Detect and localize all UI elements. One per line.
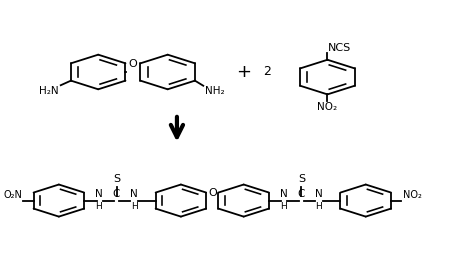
Text: N: N — [315, 189, 323, 199]
Text: S: S — [113, 174, 120, 184]
Text: H₂N: H₂N — [39, 87, 58, 97]
Text: O: O — [208, 188, 217, 198]
Text: H: H — [281, 202, 287, 211]
Text: O₂N: O₂N — [3, 190, 22, 200]
Text: NO₂: NO₂ — [318, 102, 337, 112]
Text: C: C — [113, 189, 120, 199]
Text: N: N — [130, 189, 138, 199]
Text: O: O — [128, 59, 137, 69]
Text: +: + — [237, 63, 252, 81]
Text: 2: 2 — [263, 66, 271, 79]
Text: H: H — [316, 202, 322, 211]
Text: NCS: NCS — [328, 43, 352, 53]
Text: NO₂: NO₂ — [402, 190, 421, 200]
Text: C: C — [298, 189, 305, 199]
Text: H: H — [96, 202, 102, 211]
Text: N: N — [95, 189, 103, 199]
Text: S: S — [298, 174, 305, 184]
Text: N: N — [280, 189, 288, 199]
Text: NH₂: NH₂ — [205, 87, 224, 97]
Text: H: H — [131, 202, 137, 211]
